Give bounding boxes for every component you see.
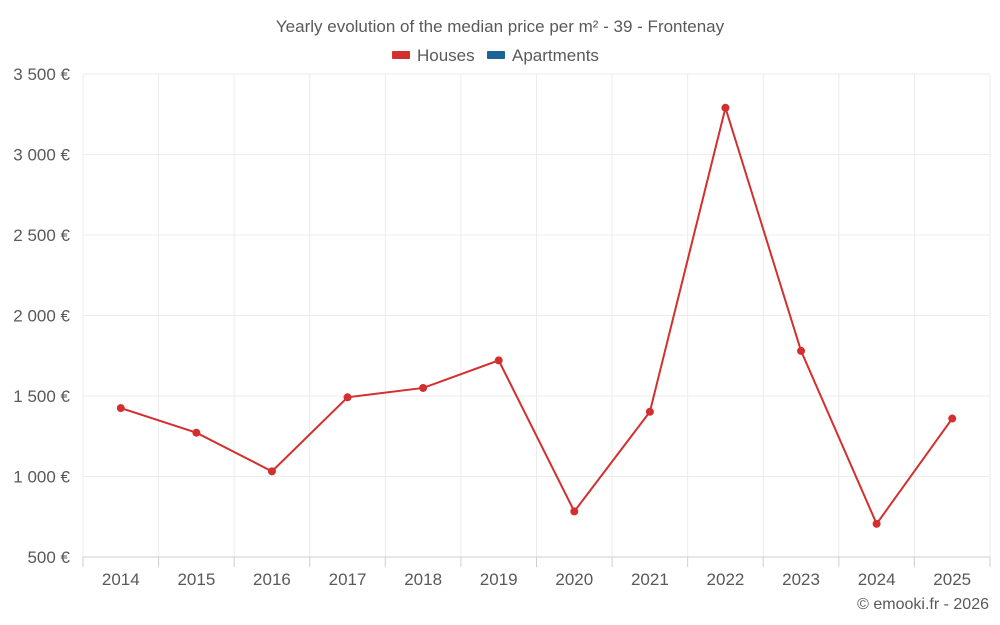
series-line-houses — [120, 104, 954, 526]
legend-item-apartments[interactable]: Apartments — [487, 46, 599, 65]
data-point-houses-2023[interactable] — [797, 346, 806, 355]
data-point-houses-2017[interactable] — [343, 393, 352, 402]
data-point-houses-2018[interactable] — [419, 383, 428, 392]
y-tick-label: 1 500 € — [13, 387, 70, 406]
legend-swatch-apartments — [487, 51, 505, 59]
data-point-houses-2024[interactable] — [872, 519, 881, 528]
data-point-houses-2025[interactable] — [948, 414, 957, 423]
x-tick-label: 2022 — [707, 570, 745, 589]
data-point-houses-2016[interactable] — [267, 467, 276, 476]
data-point-houses-2014[interactable] — [116, 404, 125, 413]
y-tick-label: 2 500 € — [13, 226, 70, 245]
legend-item-houses[interactable]: Houses — [392, 46, 475, 65]
series — [116, 103, 957, 528]
chart-title: Yearly evolution of the median price per… — [276, 17, 725, 36]
data-point-houses-2015[interactable] — [192, 428, 201, 437]
legend-label-houses: Houses — [417, 46, 475, 65]
y-tick-label: 2 000 € — [13, 307, 70, 326]
data-point-houses-2019[interactable] — [494, 356, 503, 365]
x-tick-label: 2020 — [555, 570, 593, 589]
legend-label-apartments: Apartments — [512, 46, 599, 65]
data-point-houses-2021[interactable] — [645, 407, 654, 416]
legend: Houses Apartments — [392, 46, 599, 65]
x-tick-label: 2025 — [933, 570, 971, 589]
x-tick-label: 2017 — [329, 570, 367, 589]
x-tick-label: 2023 — [782, 570, 820, 589]
x-tick-label: 2021 — [631, 570, 669, 589]
legend-swatch-houses — [392, 51, 410, 59]
y-tick-label: 500 € — [27, 548, 70, 567]
y-axis: 500 € 1 000 € 1 500 € 2 000 € 2 500 € 3 000 €… — [13, 65, 70, 567]
y-tick-label: 3 000 € — [13, 146, 70, 165]
credit-text: © emooki.fr - 2026 — [857, 596, 989, 613]
x-tick-label: 2024 — [858, 570, 896, 589]
data-point-houses-2022[interactable] — [721, 103, 730, 112]
x-tick-label: 2018 — [404, 570, 442, 589]
y-tick-label: 1 000 € — [13, 468, 70, 487]
y-tick-label: 3 500 € — [13, 65, 70, 84]
x-axis: 2014 2015 2016 2017 2018 2019 2020 2021 2022 2023… — [82, 556, 991, 589]
x-tick-label: 2019 — [480, 570, 518, 589]
grid — [82, 73, 991, 557]
data-point-houses-2020[interactable] — [570, 507, 579, 516]
x-tick-label: 2016 — [253, 570, 291, 589]
x-tick-label: 2015 — [177, 570, 215, 589]
x-tick-label: 2014 — [102, 570, 140, 589]
